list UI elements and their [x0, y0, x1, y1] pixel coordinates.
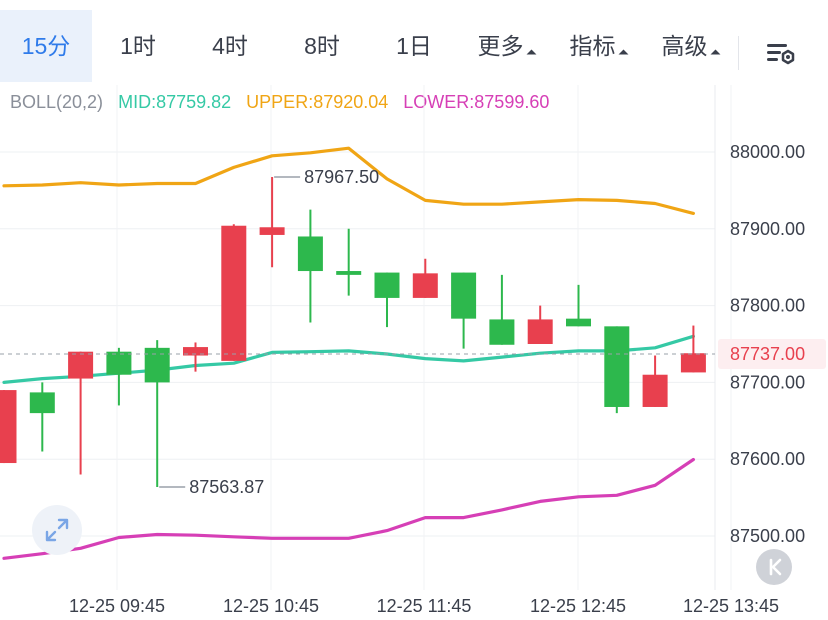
tab-indicators[interactable]: 指标: [552, 10, 644, 82]
candle-body: [566, 318, 591, 327]
boll-upper-line: [2, 146, 696, 215]
chart-axes: 88000.00 87900.00 87800.00 87700.00 87600.00…: [69, 85, 805, 616]
candle-body: [412, 273, 438, 298]
y-axis-tick-label: 87500.00: [730, 526, 805, 546]
candle-body: [259, 227, 285, 235]
candle-body: [0, 390, 17, 464]
candle-body: [68, 351, 94, 379]
y-axis-tick-label: 87800.00: [730, 296, 805, 316]
candle-body: [451, 272, 477, 319]
tab-1d[interactable]: 1日: [368, 10, 460, 82]
y-axis-tick-label: 87600.00: [730, 449, 805, 469]
candle-body: [374, 272, 400, 298]
double-chevron-left-icon: [769, 558, 782, 576]
chart-grid: [0, 85, 732, 590]
current-price-label: 87737.00: [730, 344, 805, 364]
high-price-label: 87967.50: [304, 167, 379, 187]
tab-divider: [738, 36, 739, 70]
candle-body: [527, 319, 553, 344]
tab-label: 高级: [661, 33, 708, 59]
x-axis-tick-label: 12-25 13:45: [683, 596, 779, 616]
tab-label: 指标: [569, 33, 616, 59]
chart-settings-button[interactable]: [760, 34, 800, 74]
tab-label: 1日: [396, 33, 432, 59]
tab-advanced[interactable]: 高级: [644, 10, 736, 82]
candle-body: [604, 326, 630, 407]
candle-body: [144, 347, 170, 383]
candle-body: [297, 236, 323, 272]
scroll-to-latest-button[interactable]: [756, 549, 792, 585]
current-price-box: [718, 338, 826, 369]
chart-settings-icon: [767, 44, 795, 65]
candle-body: [680, 353, 706, 373]
x-axis-tick-label: 12-25 09:45: [69, 596, 165, 616]
y-axis-tick-label: 87900.00: [730, 219, 805, 239]
tab-4h[interactable]: 4时: [184, 10, 276, 82]
boll-lower-value: LOWER:87599.60: [403, 92, 550, 112]
y-axis-tick-label: 88000.00: [730, 142, 805, 162]
x-axis-tick-label: 12-25 12:45: [530, 596, 626, 616]
boll-legend: BOLL(20,2) MID:87759.82 UPPER:87920.04 L…: [10, 92, 559, 113]
x-axis-tick-label: 12-25 10:45: [223, 596, 319, 616]
indicator-name: BOLL(20,2): [10, 92, 104, 112]
candle-body: [106, 351, 132, 375]
tab-label: 4时: [212, 33, 248, 59]
low-price-label: 87563.87: [189, 477, 264, 497]
candles: [0, 176, 706, 487]
boll-upper-value: UPPER:87920.04: [246, 92, 389, 112]
y-axis-tick-label: 87700.00: [730, 372, 805, 392]
current-price-tag: 87737.00: [0, 338, 826, 369]
candle-body: [336, 271, 362, 275]
tab-label: 15分: [21, 33, 71, 59]
candle-body: [642, 374, 668, 407]
x-axis-tick-label: 12-25 11:45: [377, 596, 472, 616]
tab-8h[interactable]: 8时: [276, 10, 368, 82]
expand-icon: [45, 518, 69, 542]
candle-body: [183, 347, 208, 356]
tab-label: 8时: [304, 33, 340, 59]
tab-label: 更多: [477, 33, 524, 59]
price-annotations: 87967.50 87563.87: [159, 167, 379, 497]
tab-1h[interactable]: 1时: [92, 10, 184, 82]
candle-body: [29, 392, 55, 414]
tab-15m[interactable]: 15分: [0, 10, 92, 82]
boll-mid-value: MID:87759.82: [118, 92, 232, 112]
expand-chart-button[interactable]: [32, 505, 82, 555]
tab-label: 1时: [120, 33, 156, 59]
timeframe-tab-bar: 15分 1时 4时 8时 1日 更多 指标 高级: [0, 10, 828, 82]
tab-more[interactable]: 更多: [460, 10, 552, 82]
candle-body: [489, 319, 515, 345]
boll-lower-line: [2, 457, 696, 560]
candle-body: [221, 225, 247, 361]
